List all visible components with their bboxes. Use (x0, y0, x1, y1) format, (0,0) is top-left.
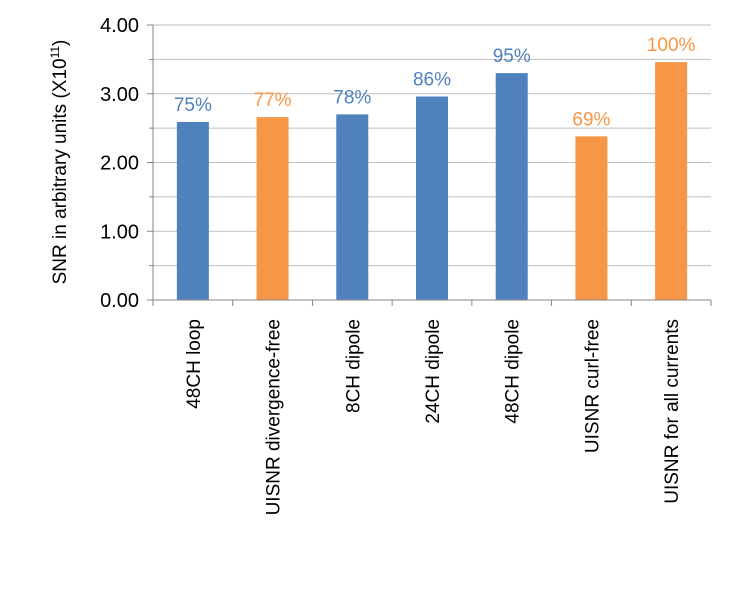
bar (336, 114, 369, 300)
y-axis-label-prefix: SNR in arbitrary units (X10 (50, 58, 71, 284)
x-tick-label: 48CH dipole (503, 319, 524, 424)
x-tick-label: UISNR divergence-free (264, 319, 285, 515)
data-label: 77% (254, 90, 292, 111)
x-tick-label: 24CH dipole (423, 319, 444, 424)
x-tick-label: 48CH loop (184, 319, 205, 409)
y-tick-label: 1.00 (100, 221, 139, 243)
y-axis-label: SNR in arbitrary units (X1011) (48, 40, 71, 285)
bars (176, 62, 688, 300)
bar (176, 121, 209, 300)
bar (575, 136, 608, 300)
x-tick-labels: 48CH loop UISNR divergence-free 8CH dipole… (184, 319, 683, 515)
bar (655, 62, 688, 300)
x-tick-label: UISNR for all currents (662, 319, 683, 504)
y-axis-label-superscript: 11 (48, 46, 62, 59)
x-tick-label: 8CH dipole (343, 319, 364, 413)
y-tick-label: 4.00 (100, 15, 139, 37)
bar (416, 96, 448, 300)
y-tick-labels: 0.00 1.00 2.00 3.00 4.00 (100, 15, 139, 312)
data-label: 100% (647, 35, 696, 56)
data-label: 69% (572, 109, 610, 130)
data-label: 86% (413, 70, 451, 91)
bar (495, 73, 528, 300)
y-tick-label: 3.00 (100, 84, 139, 106)
y-axis-label-suffix: ) (50, 40, 71, 46)
y-tick-label: 2.00 (100, 153, 139, 175)
x-tick-label: UISNR curl-free (582, 319, 603, 453)
data-labels: 75% 77% 78% 86% 95% 69% 100% (174, 35, 696, 130)
bar (256, 117, 289, 300)
y-tick-label: 0.00 (100, 290, 139, 312)
axes (147, 24, 712, 306)
data-label: 95% (493, 46, 531, 67)
data-label: 78% (333, 87, 371, 108)
data-label: 75% (174, 95, 212, 116)
